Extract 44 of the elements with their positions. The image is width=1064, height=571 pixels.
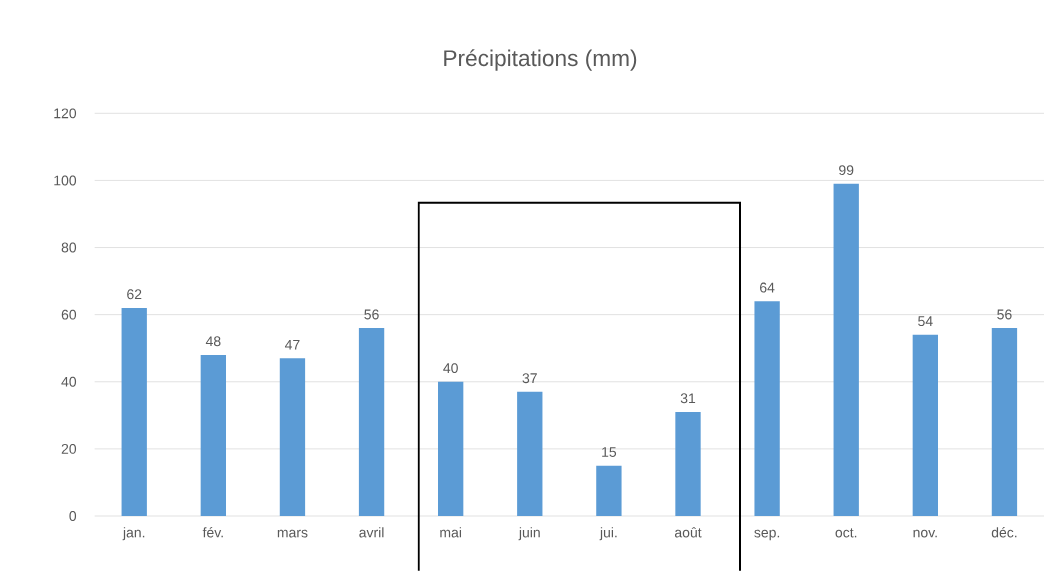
x-tick-label: jan. [122, 527, 145, 541]
y-tick-label: 120 [54, 108, 77, 119]
bar [596, 465, 622, 517]
bar [358, 328, 385, 517]
bar [991, 328, 1018, 517]
data-label: 40 [443, 363, 458, 374]
y-tick-label: 60 [61, 309, 77, 320]
bar [517, 392, 543, 517]
x-tick-label: mars [277, 529, 308, 538]
bar [754, 301, 780, 517]
data-label: 99 [839, 165, 854, 176]
data-label: 48 [205, 336, 221, 347]
data-label: 47 [284, 340, 300, 350]
x-tick-label: avril [359, 527, 384, 538]
x-tick-label: jui. [599, 527, 617, 541]
y-tick-label: 20 [61, 444, 77, 455]
data-label: 62 [127, 289, 142, 300]
chart-title: Précipitations (mm) [444, 49, 637, 71]
x-tick-label: fév. [202, 527, 223, 538]
x-tick-label: août [674, 527, 702, 538]
y-tick-label: 100 [54, 175, 77, 186]
x-tick-label: mai [440, 527, 462, 538]
bar [912, 334, 938, 517]
bar [675, 412, 701, 517]
y-tick-label: 0 [69, 511, 77, 522]
x-tick-label: déc. [991, 527, 1017, 538]
x-tick-label: juin [518, 527, 540, 541]
x-tick-label: oct. [835, 528, 857, 538]
data-label: 31 [680, 393, 696, 404]
data-label: 37 [522, 373, 537, 384]
bar [121, 308, 147, 517]
y-tick-label: 40 [61, 376, 77, 387]
data-label: 56 [364, 309, 379, 320]
data-label: 15 [602, 447, 617, 458]
data-label: 56 [997, 309, 1012, 320]
bar [200, 355, 226, 517]
data-label: 64 [760, 282, 775, 293]
bar [438, 381, 464, 517]
bar [833, 183, 859, 517]
bar [279, 358, 306, 517]
data-label: 54 [918, 316, 933, 327]
x-tick-label: sep. [754, 529, 780, 541]
x-tick-label: nov. [913, 529, 937, 538]
y-tick-label: 80 [61, 242, 77, 253]
